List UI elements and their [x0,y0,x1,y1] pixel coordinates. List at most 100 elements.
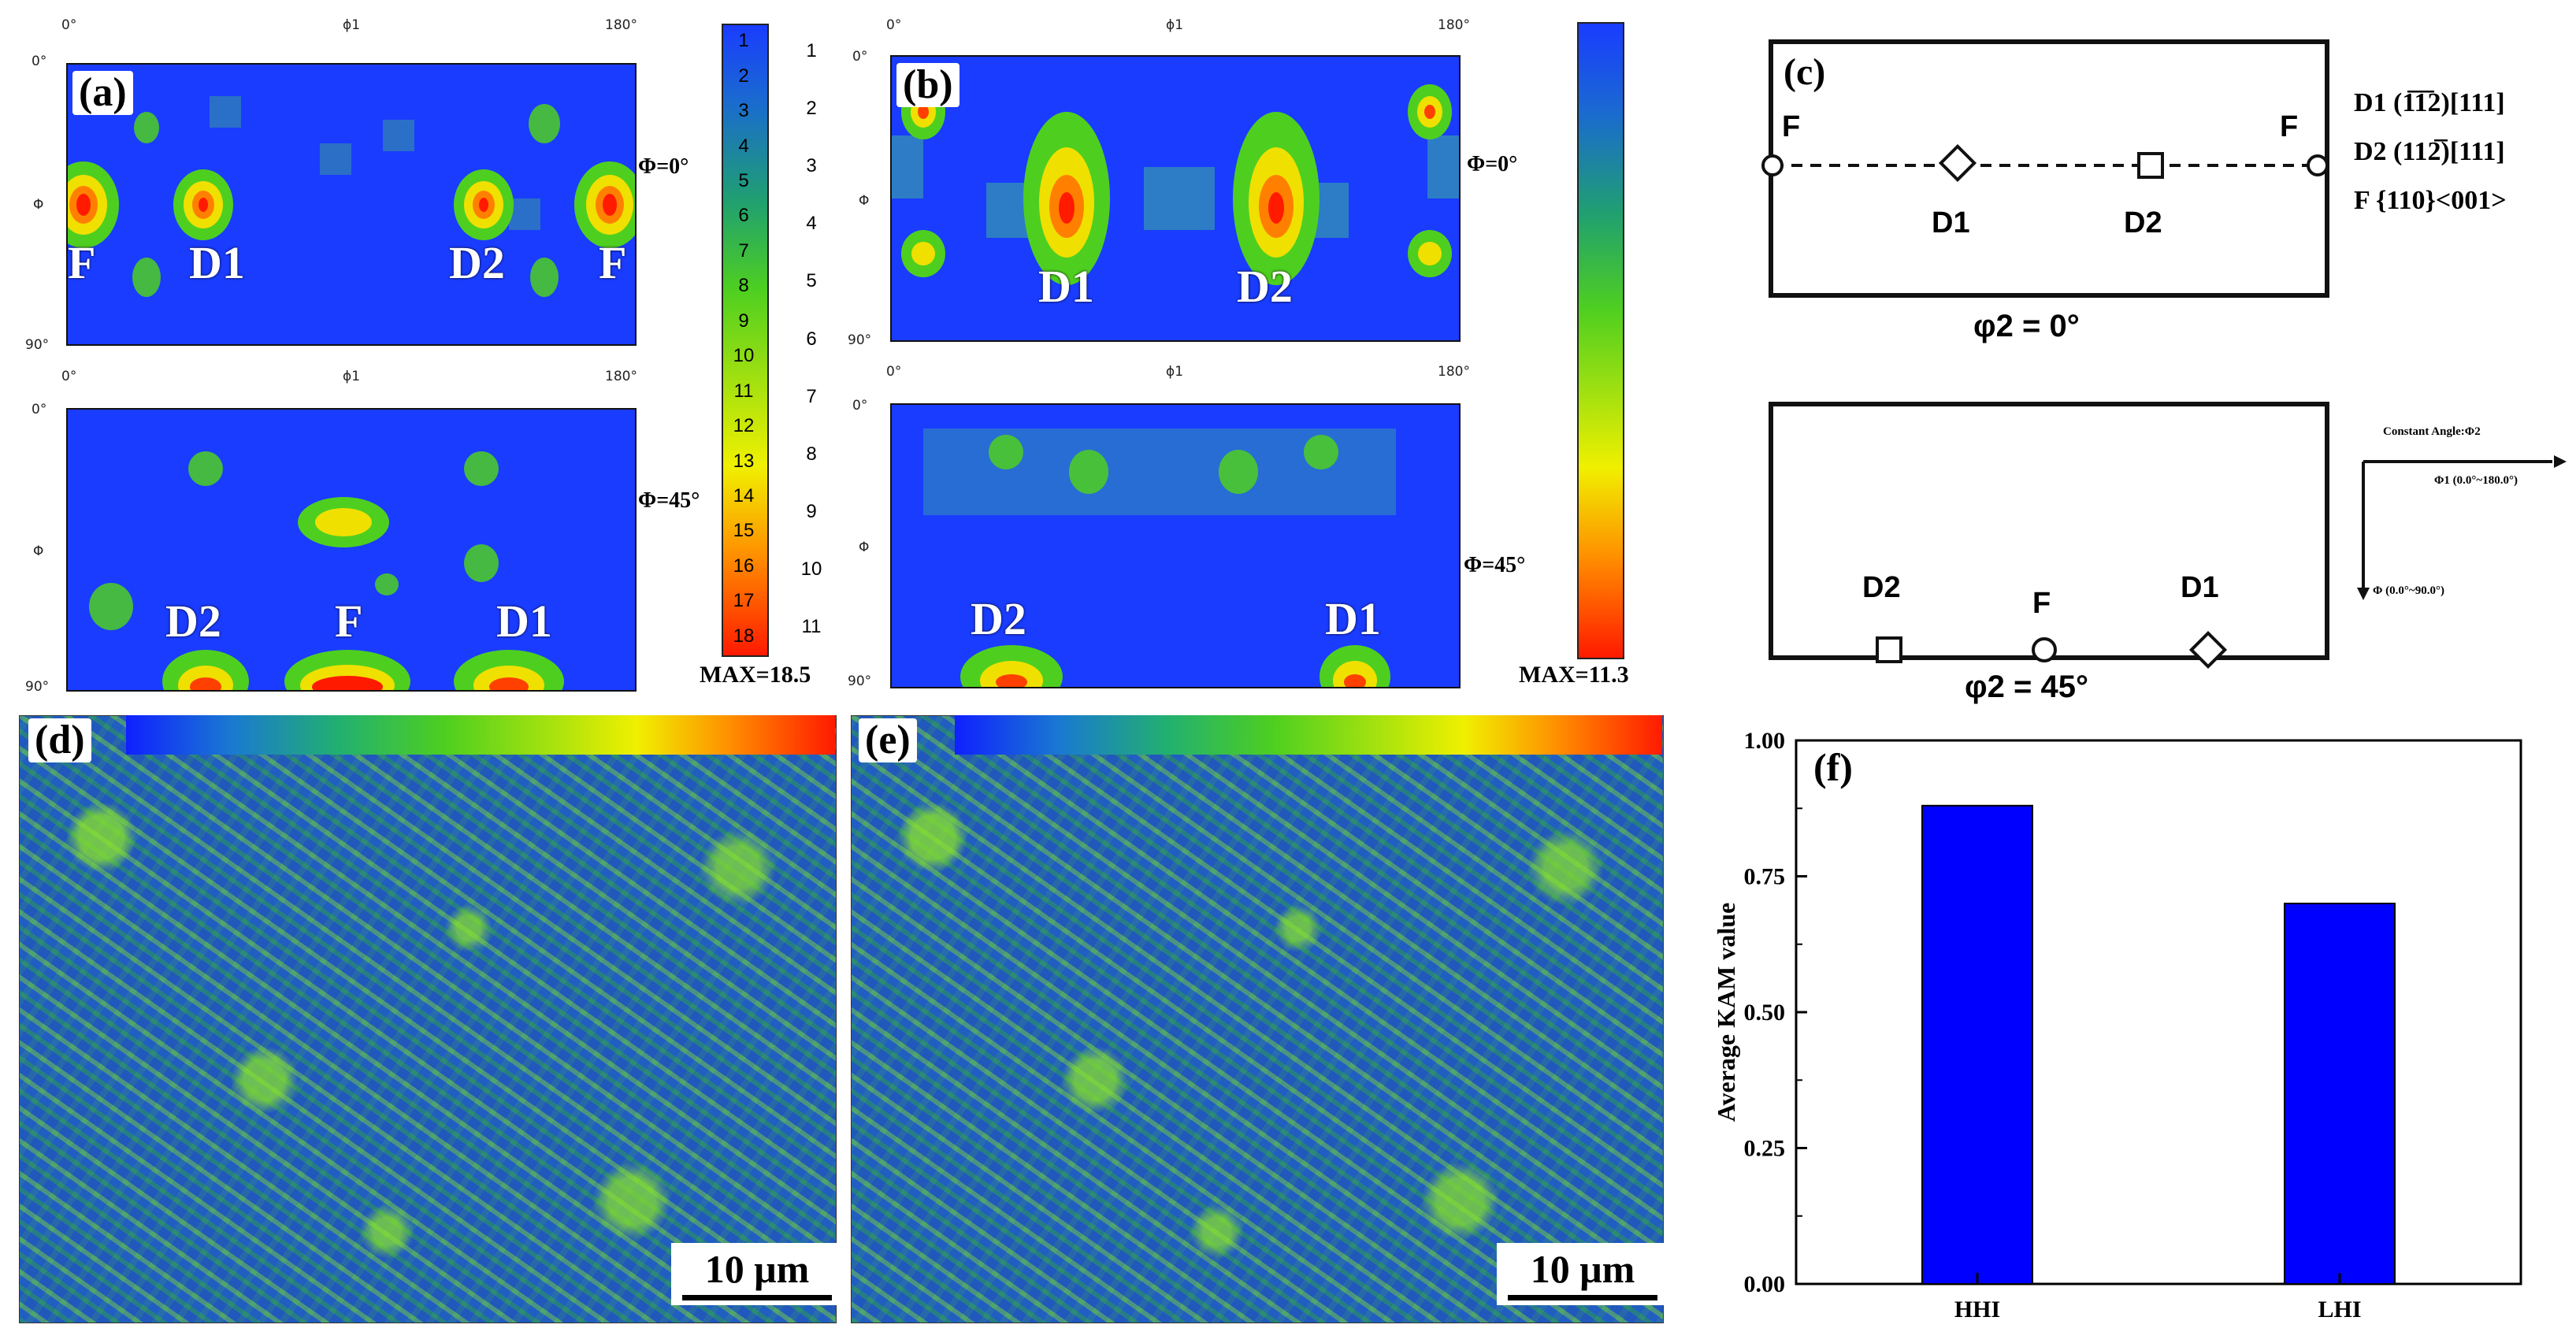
b-label-d1: D1 [1038,261,1094,312]
a-colorbar-tick: 17 [733,590,755,612]
b-label-d2: D2 [1237,261,1293,312]
b-colorbar [1577,22,1624,659]
a-odf-phi0-map [68,65,635,344]
a-label-d2: D2 [449,237,505,288]
b-top-x-left: 0° [886,17,902,33]
a-colorbar-tick: 3 [738,100,749,122]
e-scale-bar: 10 μm [1497,1243,1668,1305]
c45-d1-marker [2188,630,2228,670]
f-xtick-label: LHI [2318,1297,2361,1323]
a-peak45-f-center [298,497,389,547]
b-max-label: MAX=11.3 [1519,662,1629,688]
a-top-y-mid: Φ [33,197,44,213]
a-bot-y-bottom: 90° [25,679,50,695]
c-label-d1: D1 [1932,206,1970,239]
b-odf-phi45-map [892,405,1459,687]
a-bot-x-left: 0° [61,369,77,384]
d-scale-label: 10 μm [704,1247,810,1291]
a-colorbar-tick: 16 [733,555,755,577]
b-odf-phi0-map [892,57,1459,340]
b-odf-phi45 [890,403,1461,688]
d-scale-line [682,1295,832,1300]
c-d1-marker [1938,143,1977,183]
a-label45-d2: D2 [165,595,221,647]
b-peak-corners [901,84,1452,277]
a-colorbar-tick: 4 [738,135,749,157]
a-colorbar-tick: 15 [733,520,755,542]
a-top-y-top: 0° [32,54,47,69]
a-phi-top: Φ=0° [638,154,689,179]
b-peak-d1 [1023,112,1110,285]
f-ytick-label: 1.00 [1744,728,1786,754]
b-peak45-d1 [1320,645,1390,687]
e-panel-label: (e) [859,718,917,762]
a-top-x-right: 180° [605,17,637,33]
a-max-label: MAX=18.5 [700,662,811,688]
c-legend-d2: D2 (112̅)[111] [2354,137,2505,166]
c-d2-marker [2137,152,2164,179]
a-label45-d1: D1 [496,595,552,647]
a-bot-y-mid: Φ [33,544,44,559]
a-colorbar-tick: 6 [738,205,749,227]
a-phi-bottom: Φ=45° [638,488,700,513]
a-odf-phi45-map [68,410,635,690]
b-peak45-d2 [960,645,1063,687]
a-top-x-left: 0° [61,17,77,33]
a-odf-phi45 [66,408,637,692]
b-bot-y-top: 0° [852,398,868,414]
e-scale-line [1508,1295,1657,1300]
c-legend-f: F {110}<001> [2354,186,2507,215]
b-bot-x-mid: ϕ1 [1166,364,1184,380]
b-label45-d1: D1 [1325,593,1381,644]
a-top-y-bottom: 90° [25,337,50,353]
b-phi-top: Φ=0° [1467,152,1518,176]
f-ytick-label: 0.50 [1744,1000,1786,1026]
a-colorbar-tick: 12 [733,415,755,437]
c-label-f-right: F [2280,110,2299,143]
a-colorbar-tick: 1 [738,30,749,52]
a-peak45-d2 [162,650,249,690]
c45-label-f: F [2032,587,2051,620]
b-colorbar-tick: 3 [806,154,817,176]
c-phi2-bottom: φ2 = 45° [1965,670,2088,704]
c-f-left-marker [1761,154,1784,176]
b-colorbar-tick: 8 [806,443,817,465]
f-ylabel: Average KAM value [1712,903,1740,1122]
c-f-right-marker [2307,154,2329,176]
c-schematic-phi2-45-marks [1876,630,2228,670]
f-ytick-label: 0.75 [1744,864,1786,890]
b-bot-y-bottom: 90° [848,673,872,689]
c-legend-d1: D1 (1̅1̅2)[111] [2354,88,2505,117]
b-colorbar-tick: 9 [806,501,817,523]
f-panel-label: (f) [1807,745,1859,789]
d-scale-bar: 10 μm [671,1243,843,1305]
c45-label-d1: D1 [2181,571,2219,604]
c-panel-label: (c) [1777,50,1832,95]
a-peak45-d1 [454,650,564,690]
c45-d2-marker [1876,636,1902,663]
b-bot-x-right: 180° [1438,364,1470,380]
a-colorbar-tick: 14 [733,485,755,506]
a-colorbar-tick: 10 [733,345,755,367]
a-colorbar-tick: 13 [733,450,755,472]
b-odf-phi0 [890,55,1461,342]
c-label-f-left: F [1782,110,1801,143]
a-colorbar-tick: 9 [738,310,749,332]
b-colorbar-tick: 2 [806,97,817,119]
a-colorbar-tick: 2 [738,65,749,87]
f-ytick-label: 0.25 [1744,1136,1786,1162]
b-top-x-right: 180° [1438,17,1470,33]
b-panel-label: (b) [896,63,960,107]
c45-label-d2: D2 [1862,571,1901,604]
a-peak-f-right [574,161,635,248]
a-bot-x-mid: ϕ1 [343,369,361,384]
b-top-x-mid: ϕ1 [1166,17,1184,33]
a-label45-f: F [335,595,363,647]
c-phi2-top: φ2 = 0° [1973,309,2080,343]
b-colorbar-tick: 7 [806,385,817,407]
c-axis-x: Φ1 (0.0°~180.0°) [2434,474,2518,487]
b-top-y-top: 0° [852,49,868,65]
b-colorbar-tick: 10 [800,558,822,581]
f-bar-lhi [2284,903,2396,1285]
a-label-d1: D1 [189,237,245,288]
